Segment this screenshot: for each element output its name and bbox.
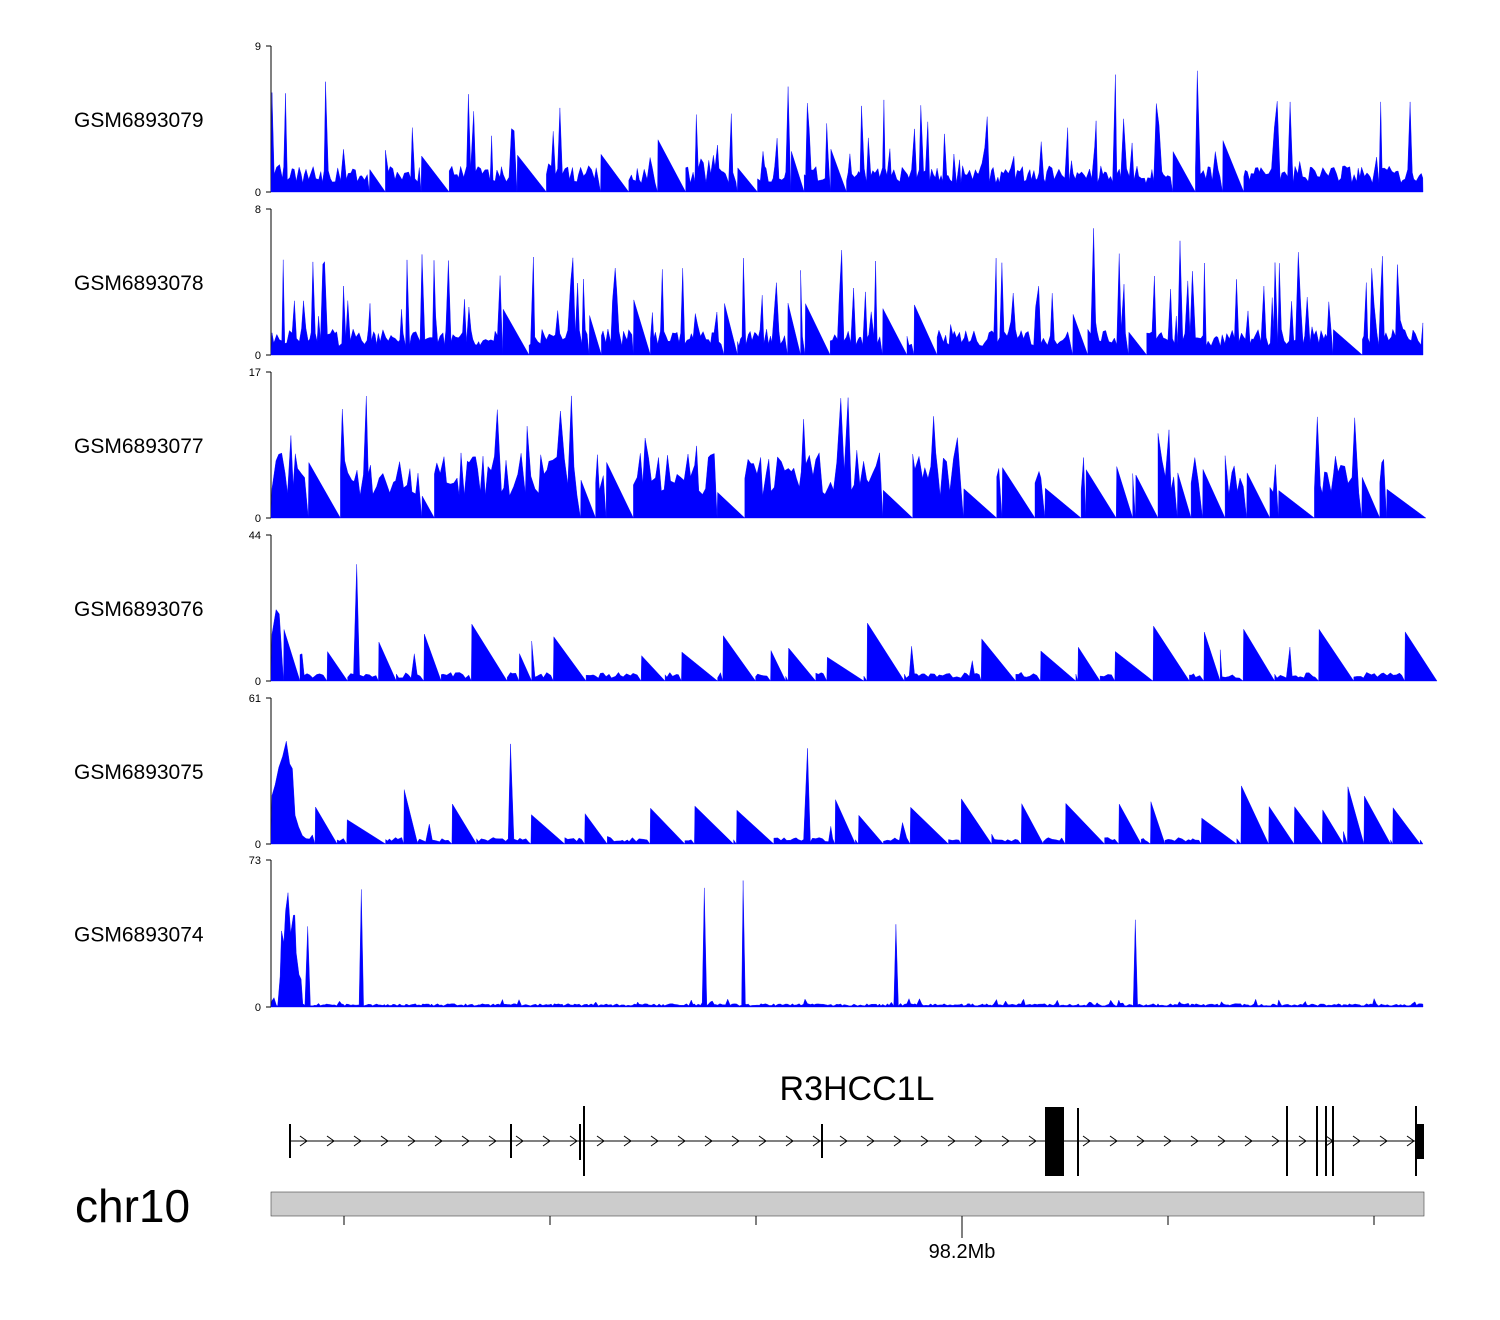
gene-strand-arrow bbox=[893, 1135, 902, 1147]
gene-strand-arrow bbox=[650, 1135, 659, 1147]
gene-strand-arrow bbox=[515, 1135, 524, 1147]
gene-strand-arrow bbox=[947, 1135, 956, 1147]
chromosome-label: chr10 bbox=[75, 1180, 190, 1232]
track-label: GSM6893076 bbox=[74, 598, 204, 621]
track-label: GSM6893075 bbox=[74, 761, 204, 784]
gene-strand-arrow bbox=[407, 1135, 416, 1147]
track-coverage-area bbox=[270, 564, 1438, 682]
gene-strand-arrow bbox=[1271, 1135, 1280, 1147]
chromosome-ideogram-bar bbox=[270, 1191, 1425, 1217]
track-y-max-label: 44 bbox=[249, 530, 261, 542]
gene-strand-arrow bbox=[434, 1135, 443, 1147]
track-y-min-label: 0 bbox=[255, 350, 261, 362]
gene-name-label: R3HCC1L bbox=[780, 1070, 935, 1108]
gene-strand-arrow bbox=[1082, 1135, 1091, 1147]
gene-strand-arrow bbox=[1190, 1135, 1199, 1147]
track-y-max-label: 17 bbox=[249, 367, 261, 379]
track-label: GSM6893079 bbox=[74, 109, 204, 132]
track-label: GSM6893077 bbox=[74, 435, 204, 458]
gene-strand-arrow bbox=[461, 1135, 470, 1147]
track-coverage-area bbox=[270, 395, 1427, 519]
track-coverage-area bbox=[270, 228, 1424, 356]
gene-strand-arrow bbox=[1163, 1135, 1172, 1147]
gene-strand-arrow bbox=[1217, 1135, 1226, 1147]
genome-axis-tick-label: 98.2Mb bbox=[929, 1241, 996, 1263]
gene-strand-arrow bbox=[812, 1135, 821, 1147]
genome-axis-ticks bbox=[343, 1216, 1375, 1238]
gene-strand-arrow bbox=[1406, 1135, 1415, 1147]
gene-strand-arrow bbox=[542, 1135, 551, 1147]
track-y-min-label: 0 bbox=[255, 676, 261, 688]
track-GSM6893074: GSM6893074 73 0 bbox=[74, 855, 1424, 1014]
track-y-min-label: 0 bbox=[255, 513, 261, 525]
track-GSM6893078: GSM6893078 8 0 bbox=[74, 204, 1424, 362]
gene-strand-arrow bbox=[1244, 1135, 1253, 1147]
gene-strand-arrow bbox=[920, 1135, 929, 1147]
gene-strand-arrow bbox=[569, 1135, 578, 1147]
gene-exon-large bbox=[1045, 1107, 1064, 1176]
gene-strand-arrow bbox=[704, 1135, 713, 1147]
track-GSM6893079: GSM6893079 9 0 bbox=[74, 41, 1424, 199]
gene-strand-arrow bbox=[1136, 1135, 1145, 1147]
gene-strand-arrow bbox=[353, 1135, 362, 1147]
gene-strand-arrow bbox=[677, 1135, 686, 1147]
gene-model bbox=[289, 1106, 1424, 1176]
gene-strand-arrow bbox=[1109, 1135, 1118, 1147]
track-label: GSM6893078 bbox=[74, 272, 204, 295]
track-GSM6893075: GSM6893075 61 0 bbox=[74, 693, 1424, 851]
track-y-max-label: 61 bbox=[249, 693, 261, 705]
track-GSM6893077: GSM6893077 17 0 bbox=[74, 367, 1427, 525]
gene-strand-arrow bbox=[1352, 1135, 1361, 1147]
gene-strand-arrow bbox=[1379, 1135, 1388, 1147]
gene-strand-arrow bbox=[974, 1135, 983, 1147]
gene-strand-arrow bbox=[785, 1135, 794, 1147]
gene-strand-arrow bbox=[380, 1135, 389, 1147]
coverage-tracks: GSM689307990GSM689307880GSM6893077170GSM… bbox=[74, 41, 1438, 1014]
track-label: GSM6893074 bbox=[74, 924, 204, 947]
gene-strand-arrow bbox=[299, 1135, 308, 1147]
track-y-min-label: 0 bbox=[255, 1002, 261, 1014]
track-coverage-area bbox=[270, 741, 1424, 845]
gene-strand-arrow bbox=[758, 1135, 767, 1147]
gene-strand-arrow bbox=[866, 1135, 875, 1147]
gene-strand-arrow bbox=[839, 1135, 848, 1147]
track-coverage-area bbox=[270, 880, 1424, 1008]
gene-strand-arrow bbox=[488, 1135, 497, 1147]
gene-strand-arrow bbox=[596, 1135, 605, 1147]
gene-exon-end bbox=[1416, 1124, 1424, 1159]
gene-strand-arrow bbox=[731, 1135, 740, 1147]
gene-strand-arrow bbox=[1028, 1135, 1037, 1147]
track-GSM6893076: GSM6893076 44 0 bbox=[74, 530, 1438, 688]
track-y-min-label: 0 bbox=[255, 839, 261, 851]
track-y-max-label: 9 bbox=[255, 41, 261, 53]
track-y-max-label: 73 bbox=[249, 855, 261, 867]
gene-strand-arrow bbox=[1001, 1135, 1010, 1147]
gene-strand-arrow bbox=[326, 1135, 335, 1147]
gene-strand-arrow bbox=[1298, 1135, 1307, 1147]
track-y-max-label: 8 bbox=[255, 204, 261, 216]
track-y-min-label: 0 bbox=[255, 187, 261, 199]
gene-strand-arrow bbox=[623, 1135, 632, 1147]
track-coverage-area bbox=[270, 70, 1424, 193]
